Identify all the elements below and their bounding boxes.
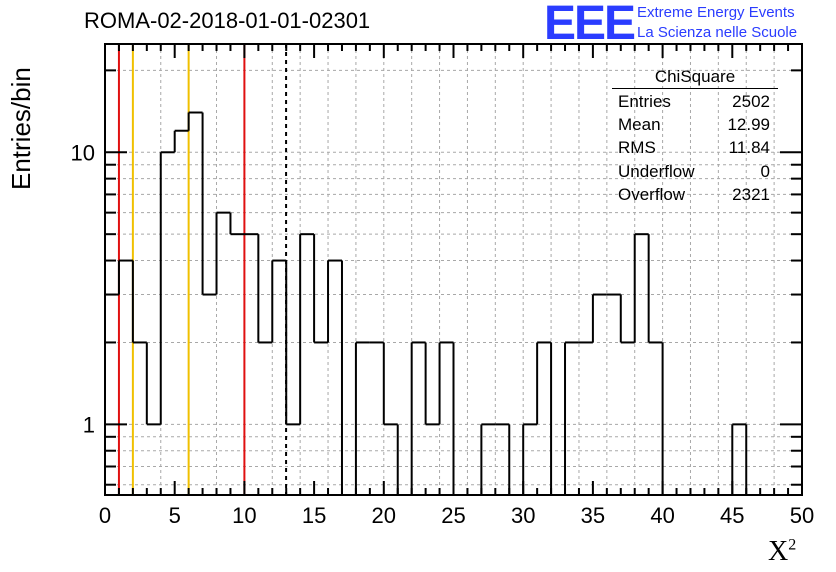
logo-line-2: La Scienza nelle Scuole [637,24,798,41]
x-tick-label: 40 [650,503,674,528]
axis-ticks [104,44,803,495]
stats-box: ChiSquare Entries 2502 Mean 12.99 RMS 11.84… [612,66,778,206]
x-tick-label: 0 [99,503,111,528]
x-tick-label: 45 [720,503,744,528]
x-tick-label: 25 [441,503,465,528]
chart-title: ROMA-02-2018-01-01-02301 [84,8,371,33]
x-tick-label: 5 [169,503,181,528]
y-tick-label: 1 [83,412,95,437]
tick-labels: 0 5 10 15 20 25 30 35 40 45 50 1 10 [71,140,815,528]
x-axis-label: X2 [768,536,797,567]
x-tick-label: 35 [581,503,605,528]
stats-row-rms: RMS 11.84 [618,138,770,158]
stats-title: ChiSquare [612,66,778,89]
y-axis-label: Entries/bin [6,67,36,190]
stats-row-underflow: Underflow 0 [618,161,770,181]
logo-line-1: Extreme Energy Events [637,4,795,21]
x-tick-label: 30 [511,503,535,528]
stats-row-mean: Mean 12.99 [618,115,770,135]
x-tick-label: 20 [372,503,396,528]
x-tick-label: 10 [232,503,256,528]
y-tick-label: 10 [71,140,95,165]
stats-row-overflow: Overflow 2321 [618,184,770,204]
x-tick-label: 50 [790,503,814,528]
x-tick-label: 15 [302,503,326,528]
eee-logo: EEE [544,0,636,50]
stats-row-entries: Entries 2502 [618,92,770,111]
